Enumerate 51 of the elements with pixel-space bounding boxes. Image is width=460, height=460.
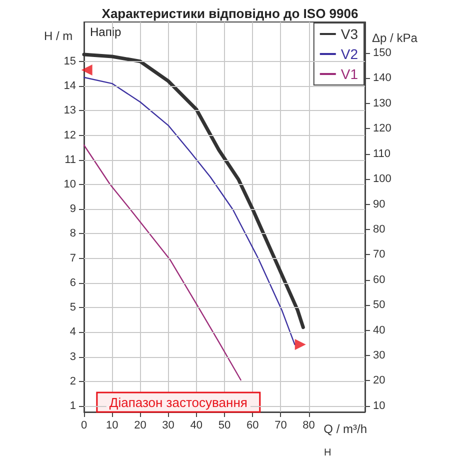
y2-axis-title: Δp / kPa: [372, 31, 418, 45]
y-tick-label: 1: [70, 400, 76, 412]
x-tick-label: 20: [134, 420, 146, 432]
y2-tick-label: 110: [373, 148, 391, 160]
x-tick-label: 10: [106, 420, 118, 432]
y2-tick-label: 140: [373, 72, 392, 84]
band-label: Діапазон застосування: [109, 394, 248, 410]
y-tick-label: 6: [70, 276, 76, 289]
y-tick-label: 3: [70, 350, 76, 363]
y2-tick-label: 80: [373, 223, 386, 236]
y-tick-label: 13: [64, 104, 76, 117]
line-series: [82, 52, 305, 330]
y-tick-label: 15: [64, 55, 76, 68]
annotation: Напір: [90, 25, 122, 39]
y-tick-label: 10: [64, 178, 76, 190]
y2-tick-label: 40: [373, 324, 386, 336]
y2-tick-label: 30: [373, 350, 386, 362]
y2-tick-label: 90: [373, 198, 386, 210]
y2-tick-label: 120: [373, 122, 392, 135]
x-tick-label: 50: [218, 420, 231, 432]
x-tick-label: 80: [302, 420, 315, 432]
x-tick-label: 40: [190, 420, 203, 432]
text: H: [324, 448, 332, 458]
y-tick-label: 4: [70, 326, 76, 338]
y2-tick-label: 100: [373, 173, 392, 186]
y-tick-label: 5: [70, 302, 76, 314]
x-tick-label: 30: [162, 420, 174, 432]
y2-tick-label: 50: [373, 299, 386, 312]
x-tick-label: 60: [246, 420, 259, 432]
y-tick-label: 8: [70, 228, 76, 240]
y2-tick-label: 70: [373, 248, 386, 261]
y2-tick-label: 10: [373, 400, 386, 412]
y2-tick-label: 130: [373, 97, 392, 110]
x-tick-label: 70: [274, 420, 287, 432]
y-tick-label: 2: [70, 375, 76, 388]
y-axis-title: H / m: [44, 29, 73, 43]
y-tick-label: 14: [64, 80, 76, 92]
y-tick-label: 7: [70, 252, 76, 264]
y-tick-label: 11: [64, 154, 76, 166]
chart-title: Характеристики відповідно до ISO 9906: [102, 6, 358, 21]
y2-tick-label: 150: [373, 47, 392, 60]
legend-label: V2: [340, 46, 358, 62]
legend-label: V1: [340, 66, 358, 82]
y2-tick-label: 20: [373, 374, 386, 387]
line-series: [83, 144, 242, 381]
y2-tick-label: 60: [373, 274, 386, 286]
y-tick-label: 9: [70, 203, 76, 216]
legend-label: V3: [340, 26, 358, 42]
x-axis-title: Q / m³/h: [324, 422, 368, 436]
y-tick-label: 12: [64, 129, 76, 142]
x-tick-label: 0: [80, 420, 88, 432]
